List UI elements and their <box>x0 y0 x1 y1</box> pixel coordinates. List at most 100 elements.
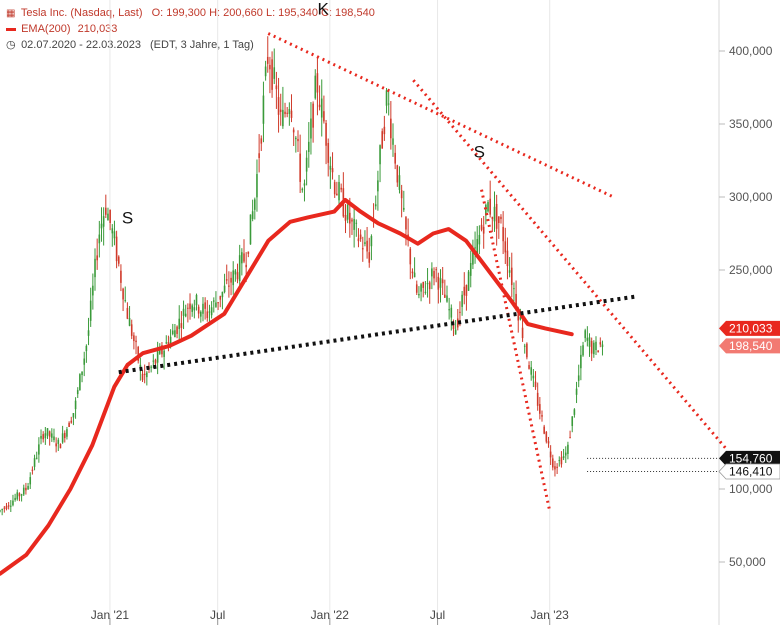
candle-body <box>573 409 576 415</box>
candle-body <box>72 413 75 418</box>
candle-body <box>139 364 142 370</box>
candle-body <box>482 226 485 234</box>
candle-body <box>53 436 55 441</box>
candle-body <box>55 443 57 447</box>
candle-body <box>16 492 19 500</box>
candle-body <box>180 323 183 328</box>
candle-body <box>370 236 373 247</box>
pattern-annotation: S <box>474 143 485 162</box>
candle-body <box>476 239 479 254</box>
candle-body <box>349 212 351 224</box>
candle-body <box>530 367 533 375</box>
candle-body <box>51 433 53 438</box>
y-tick-label: 350,000 <box>729 117 773 131</box>
candle-body <box>586 337 589 341</box>
candle-body <box>405 217 407 230</box>
candle-body <box>295 137 297 140</box>
candle-body <box>146 372 148 378</box>
candle-body <box>225 279 228 281</box>
candle-body <box>219 296 222 300</box>
candle-body <box>236 272 239 280</box>
candle-body <box>595 341 597 351</box>
candle-body <box>485 204 487 216</box>
candle-body <box>599 342 602 345</box>
candle-body <box>549 451 552 458</box>
candle-body <box>174 330 176 338</box>
candle-body <box>392 138 394 145</box>
ema-line-swatch <box>6 27 16 31</box>
candle-body <box>465 284 468 296</box>
resistance-trendline <box>412 79 727 450</box>
candle-body <box>206 311 209 319</box>
candle-body <box>584 330 586 339</box>
candle-body <box>92 285 94 296</box>
candle-body <box>569 437 571 439</box>
candle-body <box>441 279 444 284</box>
candle-body <box>551 458 554 468</box>
candle-body <box>94 258 96 278</box>
candle-body <box>359 234 362 240</box>
candle-body <box>307 141 310 152</box>
candle-body <box>487 202 489 212</box>
candle-body <box>495 203 498 229</box>
candle-body <box>286 112 288 114</box>
candle-body <box>275 85 278 90</box>
candle-body <box>331 168 334 173</box>
candle-body <box>547 441 550 444</box>
candle-body <box>344 215 347 221</box>
candle-body <box>7 505 10 507</box>
candle-body <box>480 224 483 230</box>
instrument-legend: ▦ Tesla Inc. (Nasdaq, Last) O: 199,300 H… <box>6 6 375 21</box>
candle-body <box>536 392 539 406</box>
candle-body <box>597 350 599 353</box>
candle-body <box>79 374 81 391</box>
candle-body <box>130 324 133 336</box>
candle-body <box>59 444 62 449</box>
candle-body <box>532 375 535 379</box>
candle-body <box>251 211 254 219</box>
candle-body <box>409 248 412 265</box>
candle-body <box>506 250 509 267</box>
candle-body <box>463 286 466 296</box>
period-legend: ◷ 02.07.2020 - 22.03.2023 (EDT, 3 Jahre,… <box>6 38 254 52</box>
candle-body <box>377 180 379 192</box>
resistance-trendline <box>267 32 615 199</box>
grid-lines <box>109 0 551 625</box>
candle-body <box>400 190 403 199</box>
candle-body <box>353 219 355 230</box>
candle-body <box>269 64 271 70</box>
candle-body <box>271 59 273 90</box>
price-tag-shape <box>719 450 780 466</box>
candle-body <box>25 487 27 491</box>
candle-body <box>238 255 241 282</box>
candle-body <box>539 404 541 414</box>
ohlc-values: O: 199,300 H: 200,660 L: 195,340 C: 198,… <box>151 7 375 19</box>
x-tick-label: Jan '22 <box>311 608 350 622</box>
candle-body <box>523 345 526 347</box>
candle-body <box>467 271 470 291</box>
period-info: (EDT, 3 Jahre, 1 Tag) <box>150 39 254 51</box>
candle-body <box>260 138 263 144</box>
candle-body <box>428 282 431 290</box>
candle-body <box>556 466 558 469</box>
candle-body <box>333 182 336 195</box>
candle-body <box>117 256 120 264</box>
candle-body <box>435 269 437 271</box>
candle-body <box>420 284 422 292</box>
ema-label: EMA(200) <box>21 23 71 35</box>
candle-body <box>390 118 392 139</box>
candle-body <box>141 373 144 381</box>
candle-body <box>230 277 232 283</box>
candle-body <box>558 460 561 462</box>
candle-body <box>422 282 425 288</box>
candle-body <box>40 435 42 439</box>
candle-body <box>396 165 399 183</box>
candle-body <box>491 216 494 220</box>
candle-body <box>355 222 358 224</box>
candle-body <box>9 505 12 507</box>
candle-body <box>498 216 500 224</box>
pattern-annotation: S <box>122 208 133 227</box>
candle-body <box>38 444 40 455</box>
